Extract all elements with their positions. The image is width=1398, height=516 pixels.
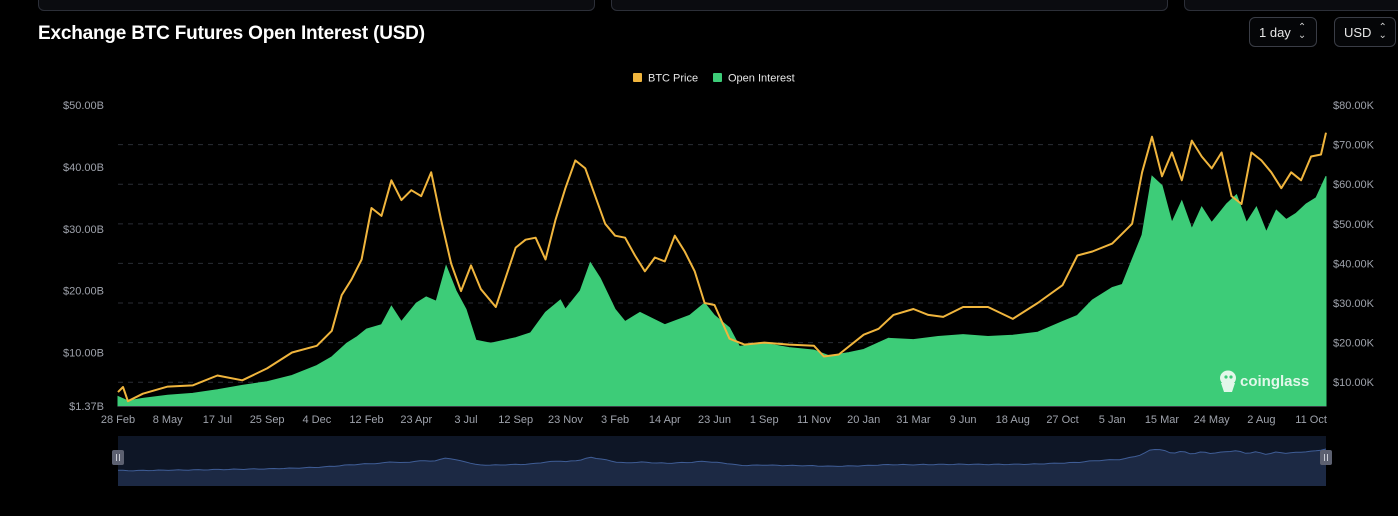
y-axis-left: $1.37B $10.00B $20.00B $30.00B $40.00B $50.00…: [63, 100, 104, 413]
x-tick-label: 31 Mar: [896, 414, 931, 426]
legend-swatch-open-interest: [713, 73, 722, 82]
y-right-tick-label: $10.00K: [1333, 377, 1375, 389]
x-tick-label: 14 Apr: [649, 414, 681, 426]
y-right-tick-label: $20.00K: [1333, 338, 1375, 350]
btc-price-line-path: [117, 132, 1327, 403]
coinglass-watermark: coinglass: [1220, 370, 1309, 392]
y-right-tick-label: $80.00K: [1333, 100, 1375, 112]
currency-select[interactable]: USD ⌃ ⌄: [1334, 17, 1396, 47]
x-tick-label: 28 Feb: [101, 414, 135, 426]
legend-label-open-interest: Open Interest: [728, 73, 795, 85]
x-tick-label: 12 Sep: [498, 414, 533, 426]
y-left-tick-label: $40.00B: [63, 162, 104, 174]
x-tick-label: 5 Jan: [1099, 414, 1126, 426]
x-tick-label: 4 Dec: [302, 414, 331, 426]
y-right-tick-label: $60.00K: [1333, 179, 1375, 191]
y-right-tick-label: $30.00K: [1333, 298, 1375, 310]
watermark-text: coinglass: [1240, 373, 1309, 390]
updown-chevron-icon: ⌃ ⌄: [1378, 22, 1387, 41]
y-left-tick-label: $20.00B: [63, 286, 104, 298]
x-tick-label: 25 Sep: [250, 414, 285, 426]
range-navigator[interactable]: [112, 436, 1332, 486]
top-panel-1: [38, 0, 595, 11]
x-tick-label: 23 Apr: [400, 414, 432, 426]
open-interest-area-path: [117, 175, 1327, 407]
x-tick-label: 18 Aug: [996, 414, 1030, 426]
y-left-tick-label: $1.37B: [69, 401, 104, 413]
x-tick-label: 20 Jan: [847, 414, 880, 426]
x-tick-label: 3 Jul: [454, 414, 477, 426]
x-tick-label: 8 May: [153, 414, 183, 426]
navigator-handle-right[interactable]: [1320, 450, 1332, 465]
open-interest-area: [117, 175, 1327, 407]
navigator-area: [118, 449, 1326, 486]
y-right-tick-label: $40.00K: [1333, 258, 1375, 270]
interval-select[interactable]: 1 day ⌃ ⌄: [1249, 17, 1317, 47]
coinglass-logo-icon: [1220, 370, 1236, 392]
top-panel-3: [1184, 0, 1398, 11]
x-tick-label: 3 Feb: [601, 414, 629, 426]
x-tick-label: 1 Sep: [750, 414, 779, 426]
navigator-line: [117, 448, 1327, 472]
y-left-tick-label: $50.00B: [63, 100, 104, 112]
btc-price-line: [117, 132, 1327, 403]
x-tick-label: 17 Jul: [203, 414, 232, 426]
x-tick-label: 11 Oct: [1295, 414, 1327, 426]
top-panel-2: [611, 0, 1168, 11]
chart-title: Exchange BTC Futures Open Interest (USD): [38, 23, 425, 44]
legend-item-btc-price[interactable]: BTC Price: [633, 73, 698, 85]
x-tick-label: 23 Nov: [548, 414, 583, 426]
y-axis-right: $10.00K $20.00K $30.00K $40.00K $50.00K $60.0…: [1333, 100, 1375, 389]
currency-select-label: USD: [1344, 24, 1372, 40]
y-right-tick-label: $70.00K: [1333, 140, 1375, 152]
x-tick-label: 9 Jun: [950, 414, 977, 426]
interval-select-label: 1 day: [1259, 24, 1291, 40]
legend: BTC Price Open Interest: [633, 73, 795, 85]
y-left-tick-label: $10.00B: [63, 348, 104, 360]
x-tick-label: 11 Nov: [797, 414, 832, 426]
x-axis: 28 Feb 8 May 17 Jul 25 Sep 4 Dec 12 Feb 23 Apr…: [101, 406, 1327, 426]
x-tick-label: 15 Mar: [1145, 414, 1180, 426]
legend-item-open-interest[interactable]: Open Interest: [713, 73, 795, 85]
legend-label-btc-price: BTC Price: [648, 73, 698, 85]
navigator-series: [117, 448, 1327, 486]
updown-chevron-icon: ⌃ ⌄: [1297, 22, 1307, 41]
navigator-handle-left[interactable]: [112, 450, 124, 465]
x-tick-label: 2 Aug: [1247, 414, 1275, 426]
legend-swatch-btc-price: [633, 73, 642, 82]
y-right-tick-label: $50.00K: [1333, 219, 1375, 231]
x-tick-label: 27 Oct: [1046, 414, 1078, 426]
x-tick-label: 24 May: [1194, 414, 1231, 426]
y-left-tick-label: $30.00B: [63, 224, 104, 236]
x-tick-label: 12 Feb: [349, 414, 383, 426]
x-tick-label: 23 Jun: [698, 414, 731, 426]
